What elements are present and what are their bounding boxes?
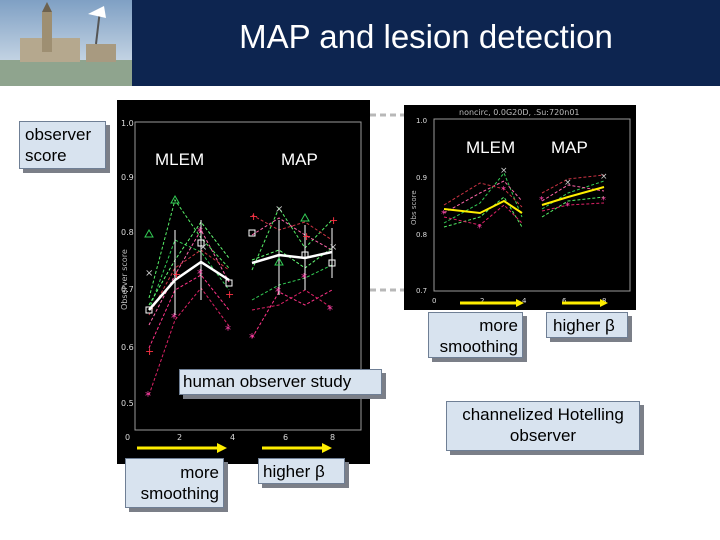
y-tick-4: 0.7 xyxy=(121,285,134,294)
svg-text:*: * xyxy=(477,223,482,234)
zoom-connector-lines xyxy=(370,113,410,292)
svg-text:×: × xyxy=(275,204,283,215)
right-mlem-label: MLEM xyxy=(466,138,516,157)
observer-score-callout: observer score xyxy=(19,121,106,169)
svg-text:×: × xyxy=(199,242,207,253)
svg-text:*: * xyxy=(327,303,333,317)
ry-tick-4: 0.7 xyxy=(416,287,427,295)
y-tick-1: 1.0 xyxy=(121,119,134,128)
right-map-label: MAP xyxy=(551,138,588,157)
x-tick-5: 8 xyxy=(330,433,335,442)
svg-text:*: * xyxy=(249,331,255,345)
slide-title: MAP and lesion detection xyxy=(239,18,613,55)
svg-text:*: * xyxy=(171,311,177,325)
hotelling-observer-plot: noncirc, 0.0G20D, .Su:720n01 1.0 0.9 0.8… xyxy=(404,105,636,310)
svg-text:*: * xyxy=(565,201,570,212)
svg-text:*: * xyxy=(225,323,231,337)
rx-tick-5: 8 xyxy=(602,297,606,305)
left-mlem-label: MLEM xyxy=(155,150,205,169)
y-axis-label: Observer score xyxy=(120,249,129,310)
svg-text:+: + xyxy=(329,214,338,227)
svg-text:*: * xyxy=(301,271,307,285)
ry-tick-3: 0.8 xyxy=(416,231,427,239)
right-y-axis-label: Obs score xyxy=(410,190,418,225)
y-tick-3: 0.8 xyxy=(121,228,134,237)
hotelling-observer-callout: channelized Hotelling observer xyxy=(446,401,640,451)
svg-text:*: * xyxy=(601,195,606,206)
right-higher-beta-callout: higher β xyxy=(546,312,628,338)
svg-text:*: * xyxy=(441,209,446,220)
rx-tick-2: 2 xyxy=(480,297,484,305)
x-tick-3: 4 xyxy=(230,433,235,442)
left-higher-beta-callout: higher β xyxy=(258,458,345,484)
svg-text:×: × xyxy=(145,268,153,279)
svg-text:×: × xyxy=(564,178,572,188)
svg-text:*: * xyxy=(197,267,203,281)
slide-header: MAP and lesion detection xyxy=(0,0,720,86)
right-plot-header: noncirc, 0.0G20D, .Su:720n01 xyxy=(459,108,580,117)
y-tick-6: 0.5 xyxy=(121,399,134,408)
rx-tick-3: 4 xyxy=(522,297,527,305)
x-tick-2: 2 xyxy=(177,433,182,442)
left-map-label: MAP xyxy=(281,150,318,169)
svg-text:+: + xyxy=(249,210,258,223)
svg-text:×: × xyxy=(500,166,508,176)
left-more-smoothing-callout: more smoothing xyxy=(125,458,224,508)
rx-tick-4: 6 xyxy=(562,297,567,305)
svg-text:*: * xyxy=(145,389,151,403)
x-tick-1: 0 xyxy=(125,433,130,442)
y-tick-5: 0.6 xyxy=(121,343,134,352)
svg-text:*: * xyxy=(539,195,544,206)
human-observer-study-callout: human observer study xyxy=(179,369,382,395)
rx-tick-1: 0 xyxy=(432,297,436,305)
svg-text:*: * xyxy=(197,225,203,239)
svg-text:*: * xyxy=(275,285,281,299)
svg-text:×: × xyxy=(600,172,608,182)
ry-tick-1: 1.0 xyxy=(416,117,427,125)
svg-text:+: + xyxy=(172,268,181,281)
svg-text:×: × xyxy=(329,242,337,253)
svg-text:+: + xyxy=(302,230,311,243)
x-tick-4: 6 xyxy=(283,433,288,442)
right-more-smoothing-callout: more smoothing xyxy=(428,312,523,358)
ry-tick-2: 0.9 xyxy=(416,174,427,182)
human-observer-plot: 1.0 0.9 0.8 0.7 0.6 0.5 0 2 4 6 8 Observ… xyxy=(117,100,370,464)
svg-text:*: * xyxy=(501,185,506,196)
university-logo-icon xyxy=(0,0,132,86)
y-tick-2: 0.9 xyxy=(121,173,134,182)
svg-text:+: + xyxy=(225,288,234,301)
svg-text:+: + xyxy=(145,345,154,358)
